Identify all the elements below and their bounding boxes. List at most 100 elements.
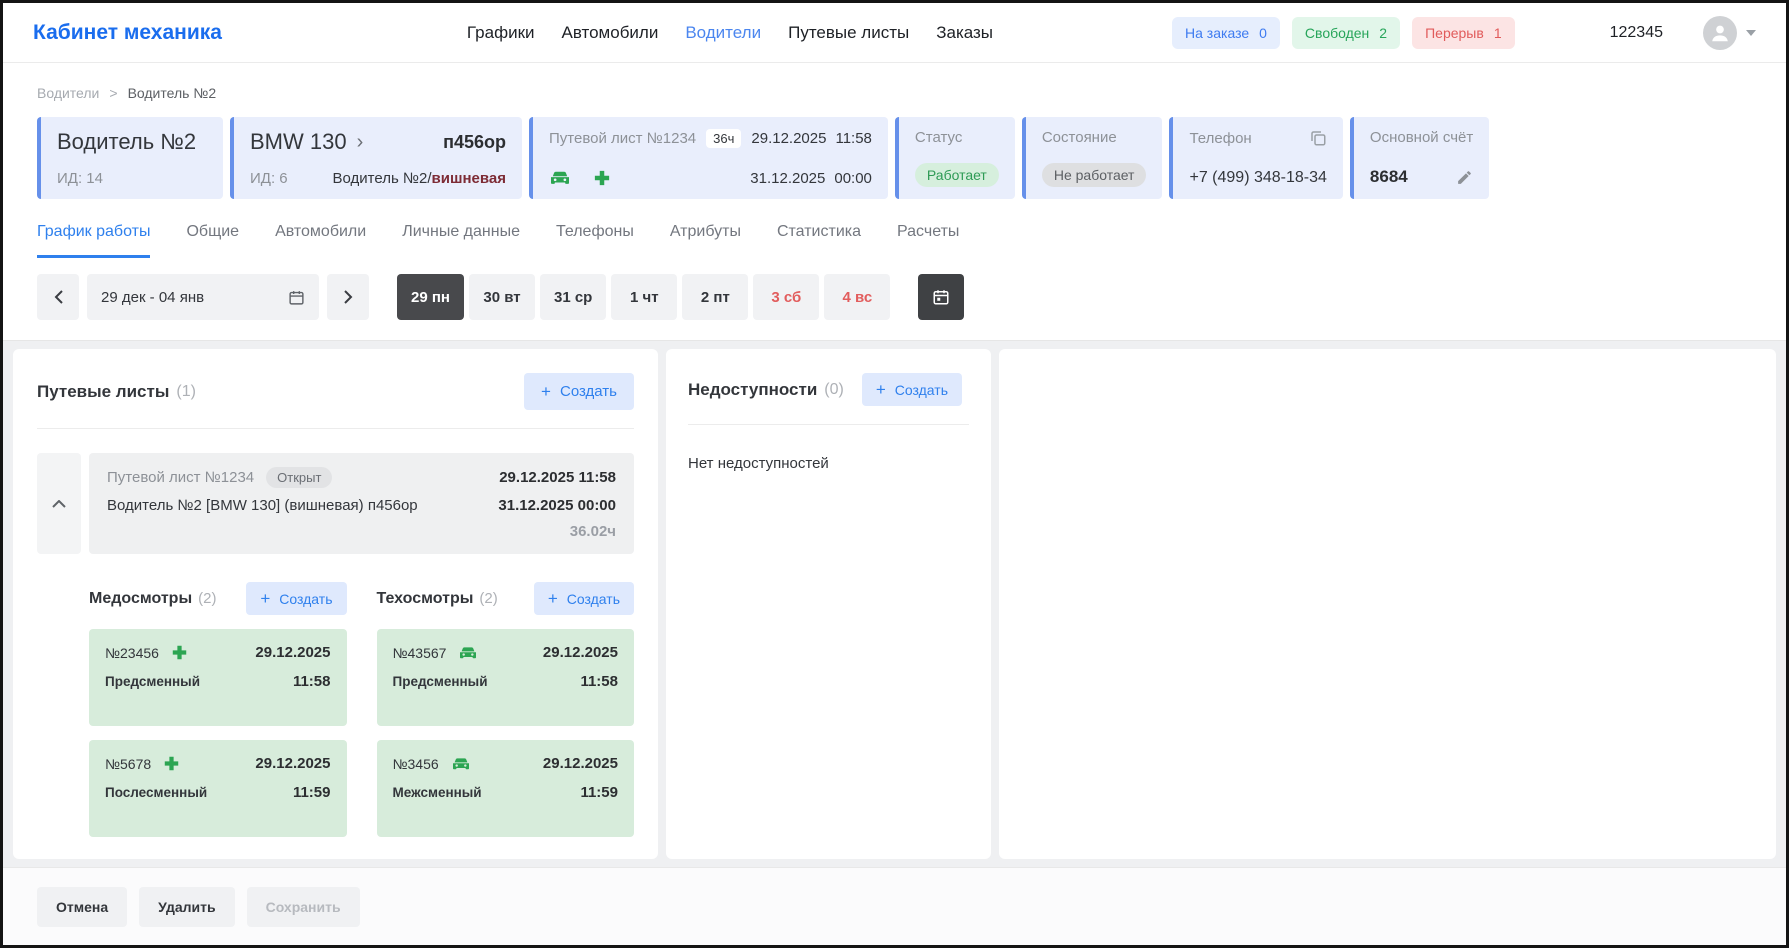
divider <box>688 424 969 425</box>
status-badge-on-order[interactable]: На заказе 0 <box>1172 16 1280 49</box>
day-button-tue[interactable]: 30 вт <box>468 274 535 320</box>
car-icon <box>451 756 471 772</box>
status-card[interactable]: Статус Работает <box>894 117 1015 199</box>
badge-label: Перерыв <box>1425 24 1484 41</box>
create-unavailability-button[interactable]: + Создать <box>861 373 962 406</box>
details-panel-empty <box>999 349 1776 859</box>
technical-card[interactable]: №3456 29.12.2025 Межсменный 11:59 <box>376 740 634 837</box>
prev-week-button[interactable] <box>37 274 79 320</box>
inspection-type: Предсменный <box>105 674 200 689</box>
badge-count: 0 <box>1259 24 1267 41</box>
tab-phones[interactable]: Телефоны <box>555 223 634 240</box>
user-icon <box>1712 25 1728 41</box>
medical-card[interactable]: №5678 29.12.2025 Послесменный 11:59 <box>89 740 347 837</box>
plus-icon: + <box>547 589 558 608</box>
waybill-end-datetime: 31.12.2025 00:00 <box>498 497 616 514</box>
tab-general[interactable]: Общие <box>186 223 240 240</box>
avatar[interactable] <box>1703 15 1737 50</box>
waybill-details[interactable]: Путевой лист №1234 Открыт 29.12.2025 11:… <box>89 453 634 554</box>
delete-button[interactable]: Удалить <box>139 886 235 927</box>
chevron-down-icon[interactable] <box>1746 29 1756 36</box>
inspection-type: Предсменный <box>392 674 488 689</box>
status-badge-break[interactable]: Перерыв 1 <box>1412 16 1515 49</box>
date-range-field[interactable]: 29 дек - 04 янв <box>87 274 319 320</box>
footer-bar: Отмена Удалить Сохранить <box>3 867 1786 945</box>
inspection-time: 11:58 <box>580 673 618 690</box>
waybills-panel-header: Путевые листы (1) + Создать <box>37 373 634 410</box>
breadcrumb-link-drivers[interactable]: Водители <box>37 85 100 101</box>
inspection-date: 29.12.2025 <box>542 644 618 661</box>
medical-plus-icon <box>171 644 188 661</box>
tab-cars[interactable]: Автомобили <box>275 223 367 240</box>
edit-pencil-icon[interactable] <box>1456 169 1473 186</box>
create-waybill-button[interactable]: + Создать <box>524 373 634 410</box>
day-button-thu[interactable]: 1 чт <box>611 274 678 320</box>
medical-plus-icon <box>593 169 611 187</box>
phone-card[interactable]: Телефон +7 (499) 348-18-34 <box>1169 117 1343 199</box>
waybill-summary-card[interactable]: Путевой лист №1234 36ч 29.12.2025 11:58 3… <box>529 117 888 199</box>
day-button-sat[interactable]: 3 сб <box>753 274 820 320</box>
car-model: BMW 130 <box>250 129 347 154</box>
collapse-waybill-button[interactable] <box>37 453 81 554</box>
plus-icon: + <box>260 589 271 608</box>
breadcrumb-current: Водитель №2 <box>127 85 217 101</box>
create-technical-button[interactable]: + Создать <box>533 582 634 615</box>
tab-attributes[interactable]: Атрибуты <box>669 223 741 240</box>
car-id: ИД: 6 <box>250 170 288 187</box>
medical-card[interactable]: №23456 29.12.2025 Предсменный 11:58 <box>89 629 347 726</box>
nav-item-waybills[interactable]: Путевые листы <box>788 22 910 42</box>
app-title: Кабинет механика <box>33 20 222 44</box>
waybills-count: (1) <box>176 382 196 400</box>
account-card[interactable]: Основной счёт 8684 <box>1349 117 1490 199</box>
breadcrumb-separator: > <box>109 85 118 101</box>
day-button-fri[interactable]: 2 пт <box>682 274 749 320</box>
technical-card[interactable]: №43567 29.12.2025 Предсменный 11:58 <box>376 629 634 726</box>
car-card[interactable]: BMW 130 › п456ор ИД: 6 Водитель №2/вишне… <box>230 117 522 199</box>
medical-title: Медосмотры <box>89 589 193 607</box>
status-badge-free[interactable]: Свободен 2 <box>1291 16 1401 49</box>
copy-icon[interactable] <box>1309 129 1327 147</box>
tab-work-schedule[interactable]: График работы <box>37 223 151 258</box>
condition-card[interactable]: Состояние Не работает <box>1021 117 1163 199</box>
chevron-up-icon <box>52 499 66 508</box>
chevron-left-icon <box>54 290 63 304</box>
waybill-item: Путевой лист №1234 Открыт 29.12.2025 11:… <box>37 453 634 554</box>
phone-label: Телефон <box>1189 129 1252 147</box>
car-icon <box>458 645 478 661</box>
tab-calculations[interactable]: Расчеты <box>897 223 960 240</box>
tab-personal-data[interactable]: Личные данные <box>402 223 520 240</box>
unavailability-panel-header: Недоступности (0) + Создать <box>688 373 969 406</box>
unavailability-empty-text: Нет недоступностей <box>688 455 829 472</box>
badge-count: 2 <box>1379 24 1388 41</box>
waybill-start-datetime: 29.12.2025 11:58 <box>499 469 616 486</box>
day-button-wed[interactable]: 31 ср <box>539 274 607 320</box>
content-area: Путевые листы (1) + Создать Путевой лист… <box>3 340 1786 867</box>
inspection-time: 11:59 <box>580 784 618 801</box>
driver-card[interactable]: Водитель №2 ИД: 14 <box>37 117 223 199</box>
inspection-date: 29.12.2025 <box>255 644 331 661</box>
nav-item-orders[interactable]: Заказы <box>936 22 994 42</box>
condition-label: Состояние <box>1041 129 1117 146</box>
next-week-button[interactable] <box>327 274 369 320</box>
cancel-button[interactable]: Отмена <box>37 886 128 927</box>
inspection-time: 11:58 <box>292 673 331 690</box>
nav-item-drivers[interactable]: Водители <box>685 22 762 42</box>
nav-item-schedules[interactable]: Графики <box>466 22 535 42</box>
day-button-sun[interactable]: 4 вс <box>824 274 891 320</box>
header-right: На заказе 0 Свободен 2 Перерыв 1 122345 <box>1160 15 1756 50</box>
technical-inspections-column: Техосмотры (2) + Создать №43567 29.12.20… <box>376 582 634 837</box>
nav-item-cars[interactable]: Автомобили <box>561 22 659 42</box>
tabs-row: График работы Общие Автомобили Личные да… <box>3 199 1786 258</box>
inspection-type: Межсменный <box>392 785 482 800</box>
create-medical-button[interactable]: + Создать <box>246 582 347 615</box>
car-color-name: вишневая <box>431 170 506 187</box>
info-cards-row: Водитель №2 ИД: 14 BMW 130 › п456ор ИД: … <box>3 111 1786 199</box>
car-icon <box>549 169 571 187</box>
tab-statistics[interactable]: Статистика <box>776 223 861 240</box>
chevron-right-icon[interactable]: › <box>356 130 364 153</box>
waybill-title: Путевой лист №1234 <box>549 130 697 147</box>
day-button-mon[interactable]: 29 пн <box>397 274 464 320</box>
save-button[interactable]: Сохранить <box>246 886 360 927</box>
calendar-view-button[interactable] <box>918 274 965 320</box>
